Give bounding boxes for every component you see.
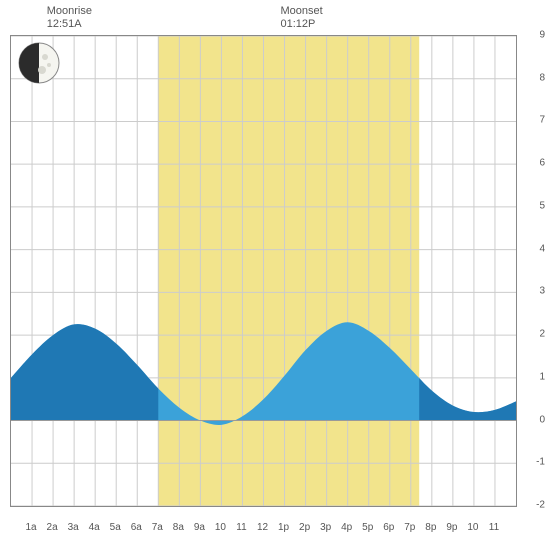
x-tick-label: 6a (131, 522, 142, 533)
x-tick-label: 10 (467, 522, 478, 533)
y-tick-label: 9 (539, 30, 545, 41)
y-tick-label: 8 (539, 72, 545, 83)
moon-phase-icon (18, 42, 60, 84)
x-tick-label: 2p (299, 522, 310, 533)
moonset-label: Moonset 01:12P (281, 5, 323, 31)
moonrise-title: Moonrise (47, 5, 92, 17)
x-tick-label: 9a (194, 522, 205, 533)
x-tick-label: 2a (47, 522, 58, 533)
y-tick-label: 7 (539, 115, 545, 126)
y-tick-label: 3 (539, 286, 545, 297)
x-tick-label: 7a (152, 522, 163, 533)
x-tick-label: 1p (278, 522, 289, 533)
y-tick-label: 2 (539, 329, 545, 340)
y-tick-label: 6 (539, 158, 545, 169)
x-tick-label: 7p (404, 522, 415, 533)
x-tick-label: 10 (215, 522, 226, 533)
plot-area (10, 35, 517, 507)
y-tick-label: 4 (539, 243, 545, 254)
x-tick-label: 6p (383, 522, 394, 533)
x-tick-label: 5a (110, 522, 121, 533)
y-tick-label: 5 (539, 200, 545, 211)
moonrise-label: Moonrise 12:51A (47, 5, 92, 31)
x-tick-label: 1a (25, 522, 36, 533)
x-tick-label: 8a (173, 522, 184, 533)
y-tick-label: -1 (536, 457, 545, 468)
x-axis-ticks: 1a 2a 3a 4a 5a 6a 7a 8a 9a 10 11 12 1p 2p 3p 4p 5p 6p 7p 8p… (10, 522, 515, 542)
x-tick-label: 4a (89, 522, 100, 533)
x-tick-label: 3p (320, 522, 331, 533)
header-labels: Moonrise 12:51A Moonset 01:12P (0, 5, 550, 35)
x-tick-label: 9p (446, 522, 457, 533)
x-tick-label: 11 (489, 522, 499, 533)
x-tick-label: 4p (341, 522, 352, 533)
y-tick-label: -2 (536, 500, 545, 511)
y-axis-ticks: -2-10123456789 (520, 35, 545, 505)
y-tick-label: 1 (539, 371, 545, 382)
x-tick-label: 8p (425, 522, 436, 533)
plot-svg (11, 36, 516, 506)
x-tick-label: 3a (68, 522, 79, 533)
x-tick-label: 11 (236, 522, 246, 533)
moonset-title: Moonset (281, 5, 323, 17)
x-tick-label: 5p (362, 522, 373, 533)
x-tick-label: 12 (257, 522, 268, 533)
moonset-time: 01:12P (281, 18, 316, 30)
moonrise-time: 12:51A (47, 18, 82, 30)
y-tick-label: 0 (539, 414, 545, 425)
tide-chart: Moonrise 12:51A Moonset 01:12P 1a 2a 3a 4a 5… (0, 0, 550, 550)
